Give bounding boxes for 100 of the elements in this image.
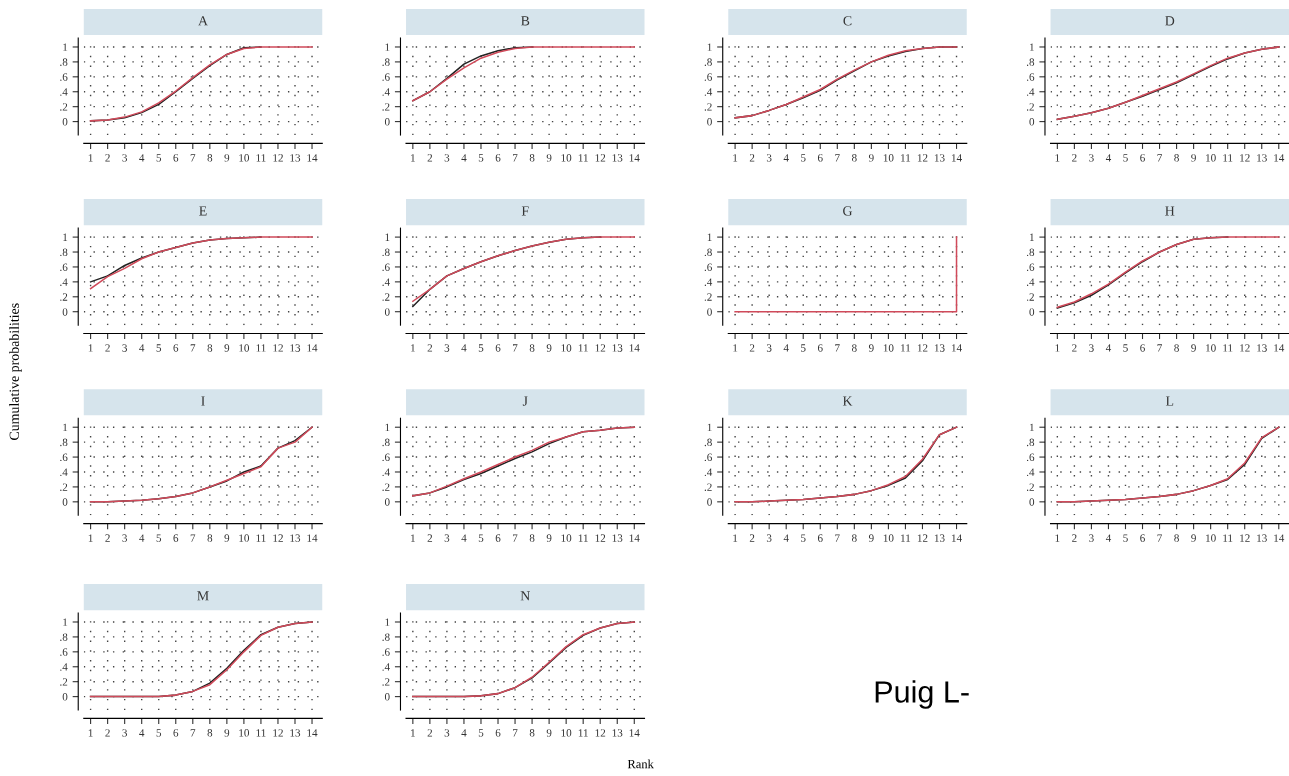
x-tick-label: 5 (156, 154, 162, 162)
x-tick-label: 5 (478, 729, 484, 737)
y-tick-label: .4 (704, 278, 713, 286)
x-tick-label: 3 (122, 534, 128, 542)
y-tick-label: .8 (60, 438, 68, 447)
x-tick-label: 9 (224, 344, 230, 352)
x-tick-label: 9 (868, 534, 874, 542)
y-tick-label: .2 (1026, 483, 1034, 491)
y-tick-label: .4 (704, 88, 713, 96)
y-tick-label: 1 (63, 618, 68, 626)
y-tick-label: 1 (1029, 423, 1034, 432)
x-tick-label: 9 (224, 534, 230, 542)
x-tick-label: 2 (749, 154, 755, 162)
y-tick-label: .2 (60, 678, 68, 686)
x-tick-label: 4 (1105, 534, 1112, 542)
y-tick-label: 0 (1029, 308, 1035, 316)
y-tick-label: .2 (382, 103, 390, 111)
y-tick-label: .4 (60, 468, 68, 476)
x-tick-label: 4 (139, 729, 145, 737)
x-tick-label: 2 (1072, 534, 1077, 542)
y-tick-label: 0 (1029, 498, 1035, 506)
y-tick-label: .2 (382, 483, 390, 491)
x-tick-label: 1 (88, 154, 93, 162)
x-tick-label: 6 (173, 729, 179, 737)
y-tick-label: 0 (62, 498, 68, 506)
x-tick-label: 2 (1072, 154, 1077, 162)
x-tick-label: 7 (190, 729, 196, 737)
y-tick-label: 1 (385, 618, 390, 626)
y-tick-label: .2 (704, 103, 712, 111)
chart-title: N (520, 591, 530, 601)
y-tick-label: 0 (384, 118, 390, 126)
x-tick-label: 13 (1257, 344, 1267, 352)
x-tick-label: 12 (1240, 534, 1250, 542)
x-tick-label: 10 (239, 344, 250, 352)
y-tick-label: .4 (382, 88, 390, 96)
x-tick-label: 1 (733, 534, 738, 542)
y-tick-label: .6 (382, 73, 390, 81)
chart-title: D (1165, 16, 1175, 26)
chart-title: K (842, 396, 853, 406)
x-tick-label: 14 (1274, 534, 1285, 542)
x-tick-label: 4 (461, 534, 467, 542)
x-tick-label: 7 (1157, 154, 1163, 162)
y-tick-label: .8 (382, 633, 390, 641)
x-tick-label: 8 (529, 344, 535, 352)
y-tick-label: 0 (62, 693, 68, 701)
x-tick-label: 10 (1206, 154, 1216, 162)
x-tick-label: 14 (1274, 344, 1285, 352)
x-tick-label: 14 (951, 534, 962, 542)
y-tick-label: .2 (60, 293, 68, 301)
y-tick-label: .6 (704, 263, 712, 271)
x-tick-label: 14 (307, 344, 318, 352)
y-tick-label: .2 (60, 103, 68, 111)
x-tick-label: 12 (595, 154, 606, 162)
x-tick-label: 6 (495, 534, 501, 542)
chart-title: A (198, 16, 208, 26)
y-tick-label: .4 (382, 278, 390, 286)
x-tick-label: 13 (934, 344, 945, 352)
x-tick-label: 10 (561, 729, 572, 737)
y-tick-label: .6 (382, 453, 390, 462)
x-tick-label: 11 (1223, 534, 1233, 542)
y-tick-label: .8 (60, 248, 68, 257)
x-tick-label: 5 (156, 534, 162, 542)
y-tick-label: .8 (1026, 248, 1035, 257)
x-tick-label: 12 (595, 534, 606, 542)
y-tick-label: 1 (63, 423, 68, 432)
x-tick-label: 5 (156, 344, 162, 352)
y-tick-label: 0 (384, 498, 390, 506)
x-tick-label: 14 (307, 534, 318, 542)
x-tick-label: 7 (190, 534, 196, 542)
x-tick-label: 10 (883, 154, 894, 162)
x-tick-label: 13 (290, 534, 301, 542)
x-tick-label: 7 (513, 534, 518, 542)
x-tick-label: 11 (1223, 154, 1233, 162)
y-tick-label: .6 (60, 453, 68, 462)
x-tick-label: 8 (1174, 344, 1179, 352)
x-tick-label: 9 (868, 154, 874, 162)
y-tick-label: .2 (1026, 103, 1034, 111)
x-tick-label: 7 (513, 729, 518, 737)
x-tick-label: 7 (190, 154, 196, 162)
y-tick-label: .2 (382, 678, 390, 686)
x-tick-label: 13 (290, 344, 301, 352)
x-tick-label: 5 (801, 154, 806, 162)
x-tick-label: 1 (733, 154, 738, 162)
x-tick-label: 2 (105, 154, 110, 162)
x-tick-label: 12 (273, 154, 283, 162)
y-tick-label: .2 (1026, 293, 1034, 301)
x-tick-label: 13 (934, 154, 945, 162)
x-tick-label: 9 (1191, 344, 1196, 352)
y-axis-title: Cumulative probabilities (9, 303, 22, 440)
x-tick-label: 11 (256, 344, 266, 352)
y-tick-label: 1 (1029, 43, 1034, 51)
x-tick-label: 12 (595, 344, 606, 352)
chart-title: M (197, 591, 209, 601)
x-tick-label: 7 (513, 154, 518, 162)
x-tick-label: 6 (173, 534, 179, 542)
x-tick-label: 9 (1191, 154, 1196, 162)
x-tick-label: 12 (273, 729, 283, 737)
y-tick-label: .8 (704, 248, 712, 257)
x-tick-label: 8 (207, 534, 213, 542)
x-tick-label: 1 (411, 154, 415, 162)
